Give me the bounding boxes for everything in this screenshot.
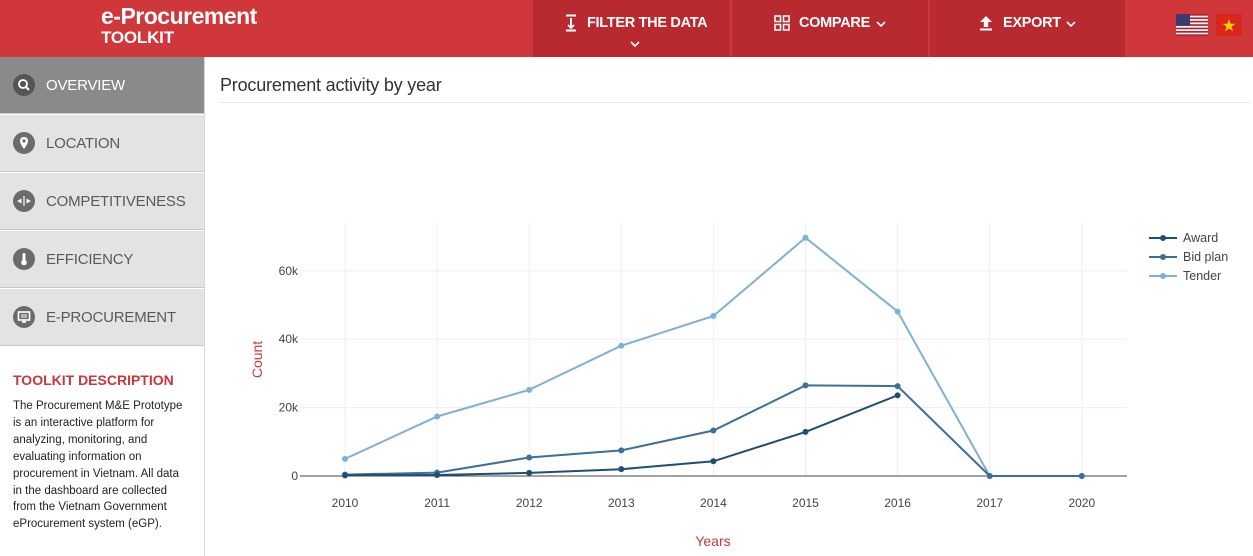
sidebar-item-label: E-PROCUREMENT <box>46 309 176 326</box>
monitor-icon <box>13 306 35 328</box>
data-point-bid-plan <box>894 383 901 390</box>
sidebar-item-label: COMPETITIVENESS <box>46 193 186 210</box>
grid-icon <box>774 15 790 31</box>
vietnam-flag-icon[interactable] <box>1216 14 1242 36</box>
x-tick-label: 2011 <box>424 496 450 510</box>
sidebar-item-competitiveness[interactable]: COMPETITIVENESS <box>0 173 204 230</box>
data-point-bid-plan <box>1078 473 1085 479</box>
brand-title: e-Procurement <box>101 3 257 29</box>
legend-label[interactable]: Award <box>1183 231 1218 245</box>
data-point-award <box>618 466 625 473</box>
data-point-award <box>434 471 441 478</box>
compare-label: COMPARE <box>799 15 870 31</box>
data-point-award <box>894 392 901 399</box>
x-tick-label: 2010 <box>332 496 359 510</box>
y-axis-title: Count <box>249 341 265 378</box>
data-point-tender <box>342 455 348 462</box>
brand-subtitle: TOOLKIT <box>101 28 174 47</box>
x-tick-label: 2015 <box>792 496 819 510</box>
data-point-bid-plan <box>710 427 717 434</box>
search-icon <box>13 74 35 96</box>
us-flag-icon[interactable] <box>1176 14 1208 36</box>
brand-logo[interactable]: e-Procurement TOOLKIT <box>101 3 257 47</box>
data-point-award <box>342 472 348 479</box>
sidebar-item-label: OVERVIEW <box>46 77 125 94</box>
compete-arrows-icon <box>13 190 35 212</box>
data-point-tender <box>434 413 441 420</box>
thermometer-icon <box>13 248 35 270</box>
x-tick-label: 2020 <box>1068 496 1095 510</box>
data-point-tender <box>710 312 717 319</box>
legend-marker <box>1160 273 1166 279</box>
x-tick-label: 2014 <box>700 496 727 510</box>
sidebar: OVERVIEW LOCATION COMPETITIVENESS E <box>0 57 205 556</box>
chevron-down-icon <box>630 41 640 48</box>
legend-marker <box>1160 235 1166 241</box>
y-tick-label: 20k <box>279 401 299 415</box>
toolkit-description-text: The Procurement M&E Prototype is an inte… <box>13 400 183 531</box>
x-axis-title: Years <box>695 533 730 549</box>
page-title: Procurement activity by year <box>220 75 442 95</box>
sidebar-item-efficiency[interactable]: EFFICIENCY <box>0 231 204 288</box>
legend-marker <box>1160 254 1166 260</box>
procurement-line-chart[interactable]: 0 20k 40k 60k 2010 2011 2012 2013 2014 2015 2016 20… <box>220 105 1250 556</box>
compare-button[interactable]: COMPARE <box>732 0 928 57</box>
legend-label[interactable]: Bid plan <box>1183 250 1228 264</box>
sidebar-item-label: EFFICIENCY <box>46 251 134 268</box>
sidebar-item-overview[interactable]: OVERVIEW <box>0 57 204 114</box>
data-point-award <box>802 428 809 435</box>
data-point-tender <box>618 342 625 349</box>
data-point-bid-plan <box>802 382 809 389</box>
sidebar-item-e-procurement[interactable]: E-PROCUREMENT <box>0 289 204 346</box>
x-tick-label: 2017 <box>976 496 1003 510</box>
export-label: EXPORT <box>1003 15 1061 31</box>
filter-expand-icon <box>566 14 576 32</box>
data-point-bid-plan <box>986 473 993 479</box>
data-point-tender <box>894 308 901 315</box>
export-button[interactable]: EXPORT <box>930 0 1125 57</box>
chevron-down-icon <box>1066 21 1076 28</box>
x-tick-label: 2016 <box>884 496 911 510</box>
y-tick-label: 60k <box>279 264 299 278</box>
data-point-bid-plan <box>526 454 533 461</box>
y-tick-label: 0 <box>291 469 298 483</box>
data-point-award <box>710 458 717 465</box>
x-tick-label: 2012 <box>516 496 543 510</box>
language-switcher <box>1126 0 1253 57</box>
data-point-award <box>526 469 533 476</box>
data-point-tender <box>526 386 533 393</box>
sidebar-item-label: LOCATION <box>46 135 120 152</box>
filter-data-button[interactable]: FILTER THE DATA <box>533 0 730 57</box>
y-tick-label: 40k <box>279 332 299 346</box>
x-tick-label: 2013 <box>608 496 635 510</box>
legend-label[interactable]: Tender <box>1183 269 1221 283</box>
top-header: e-Procurement TOOLKIT FILTER THE DATA CO… <box>0 0 1253 57</box>
chevron-down-icon <box>876 21 886 28</box>
data-point-bid-plan <box>618 447 625 454</box>
sidebar-item-location[interactable]: LOCATION <box>0 115 204 172</box>
data-point-tender <box>802 234 809 241</box>
map-pin-icon <box>13 132 35 154</box>
toolkit-description-title: TOOLKIT DESCRIPTION <box>13 372 174 388</box>
filter-data-label: FILTER THE DATA <box>587 15 708 31</box>
title-divider <box>220 102 1250 103</box>
upload-icon <box>980 16 992 31</box>
